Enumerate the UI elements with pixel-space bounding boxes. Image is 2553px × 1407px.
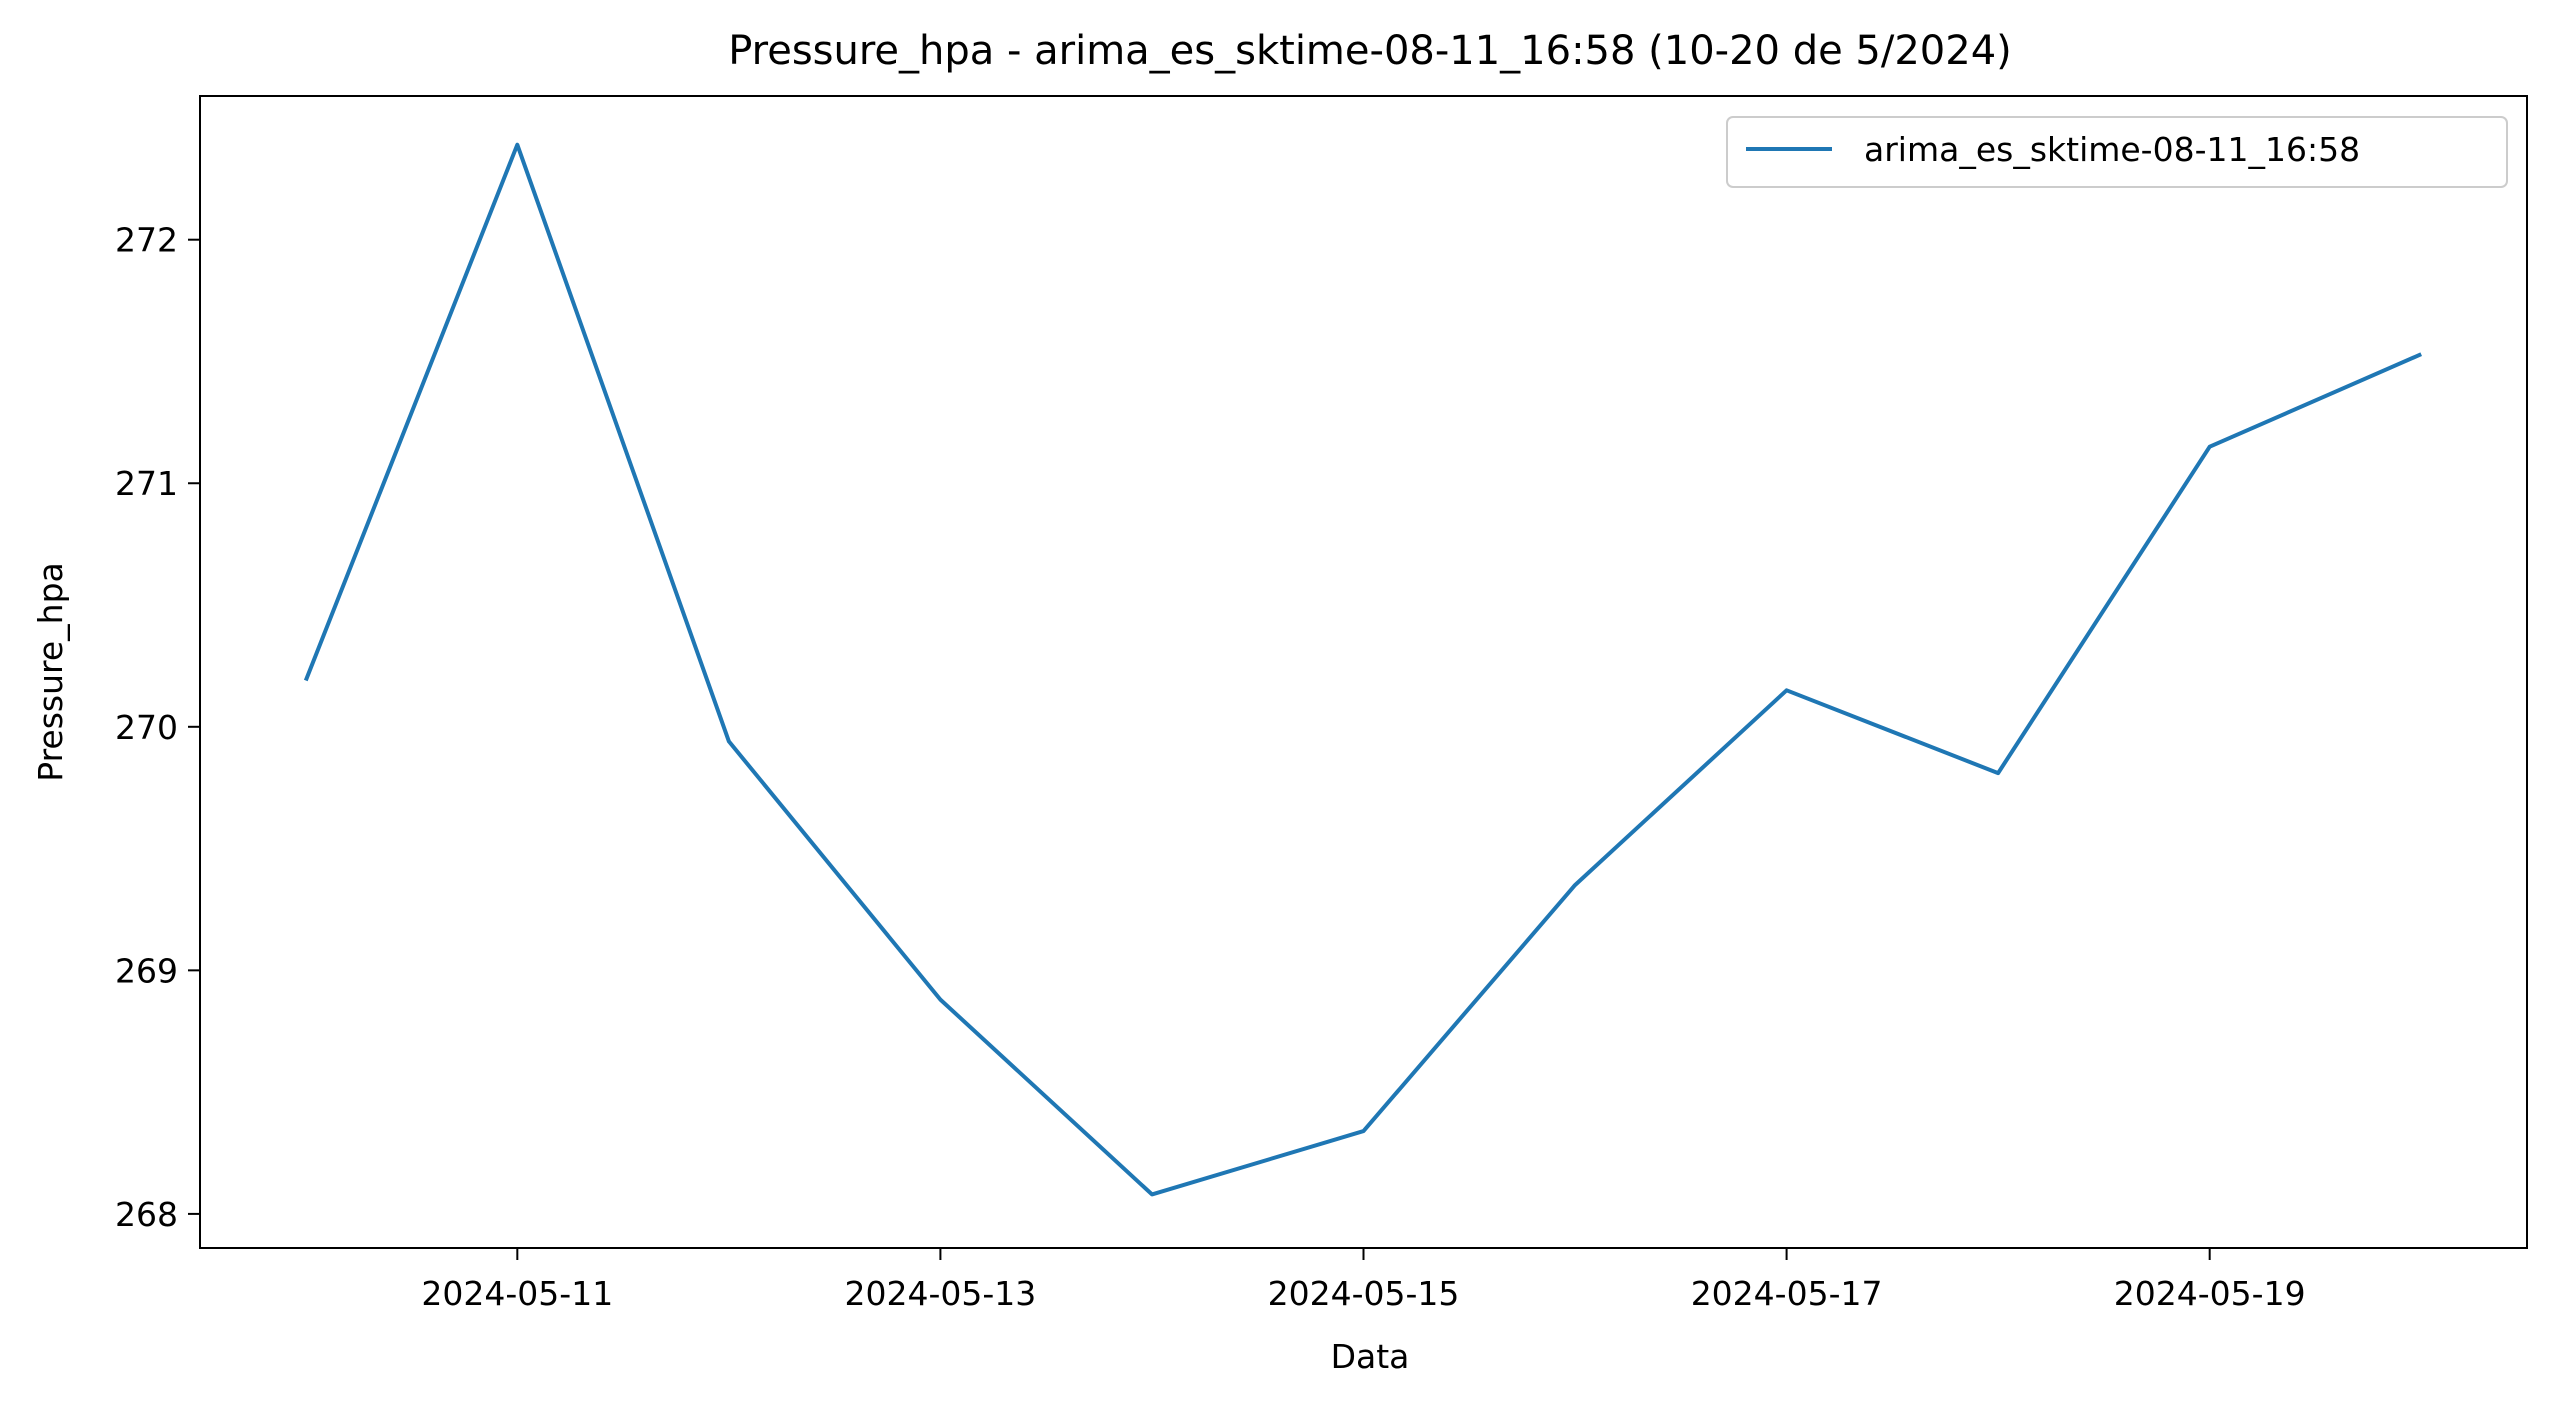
y-tick-label: 272 [115, 221, 178, 260]
series-line [303, 142, 2423, 1197]
legend-box [1726, 116, 2508, 188]
x-tick-label: 2024-05-15 [1268, 1274, 1460, 1313]
legend-label: arima_es_sktime-08-11_16:58 [1864, 130, 2360, 169]
x-tick-label: 2024-05-17 [1691, 1274, 1883, 1313]
y-tick-label: 270 [115, 708, 178, 747]
y-tick-label: 271 [115, 464, 178, 503]
plot-area: 268 269 270 271 272 2024-05-11 2024-05-13 2024-… [115, 142, 2423, 1313]
legend: arima_es_sktime-08-11_16:58 [1726, 116, 2508, 188]
chart-title: Pressure_hpa - arima_es_sktime-08-11_16:… [728, 28, 2012, 74]
plot-frame [199, 95, 2528, 1249]
y-tick-label: 268 [115, 1195, 178, 1234]
y-tick-label: 269 [115, 951, 178, 990]
x-axis-title: Data [1331, 1337, 1410, 1376]
y-axis-title: Pressure_hpa [31, 562, 70, 782]
x-tick-label: 2024-05-11 [421, 1274, 613, 1313]
x-tick-label: 2024-05-19 [2114, 1274, 2306, 1313]
x-tick-label: 2024-05-13 [845, 1274, 1037, 1313]
